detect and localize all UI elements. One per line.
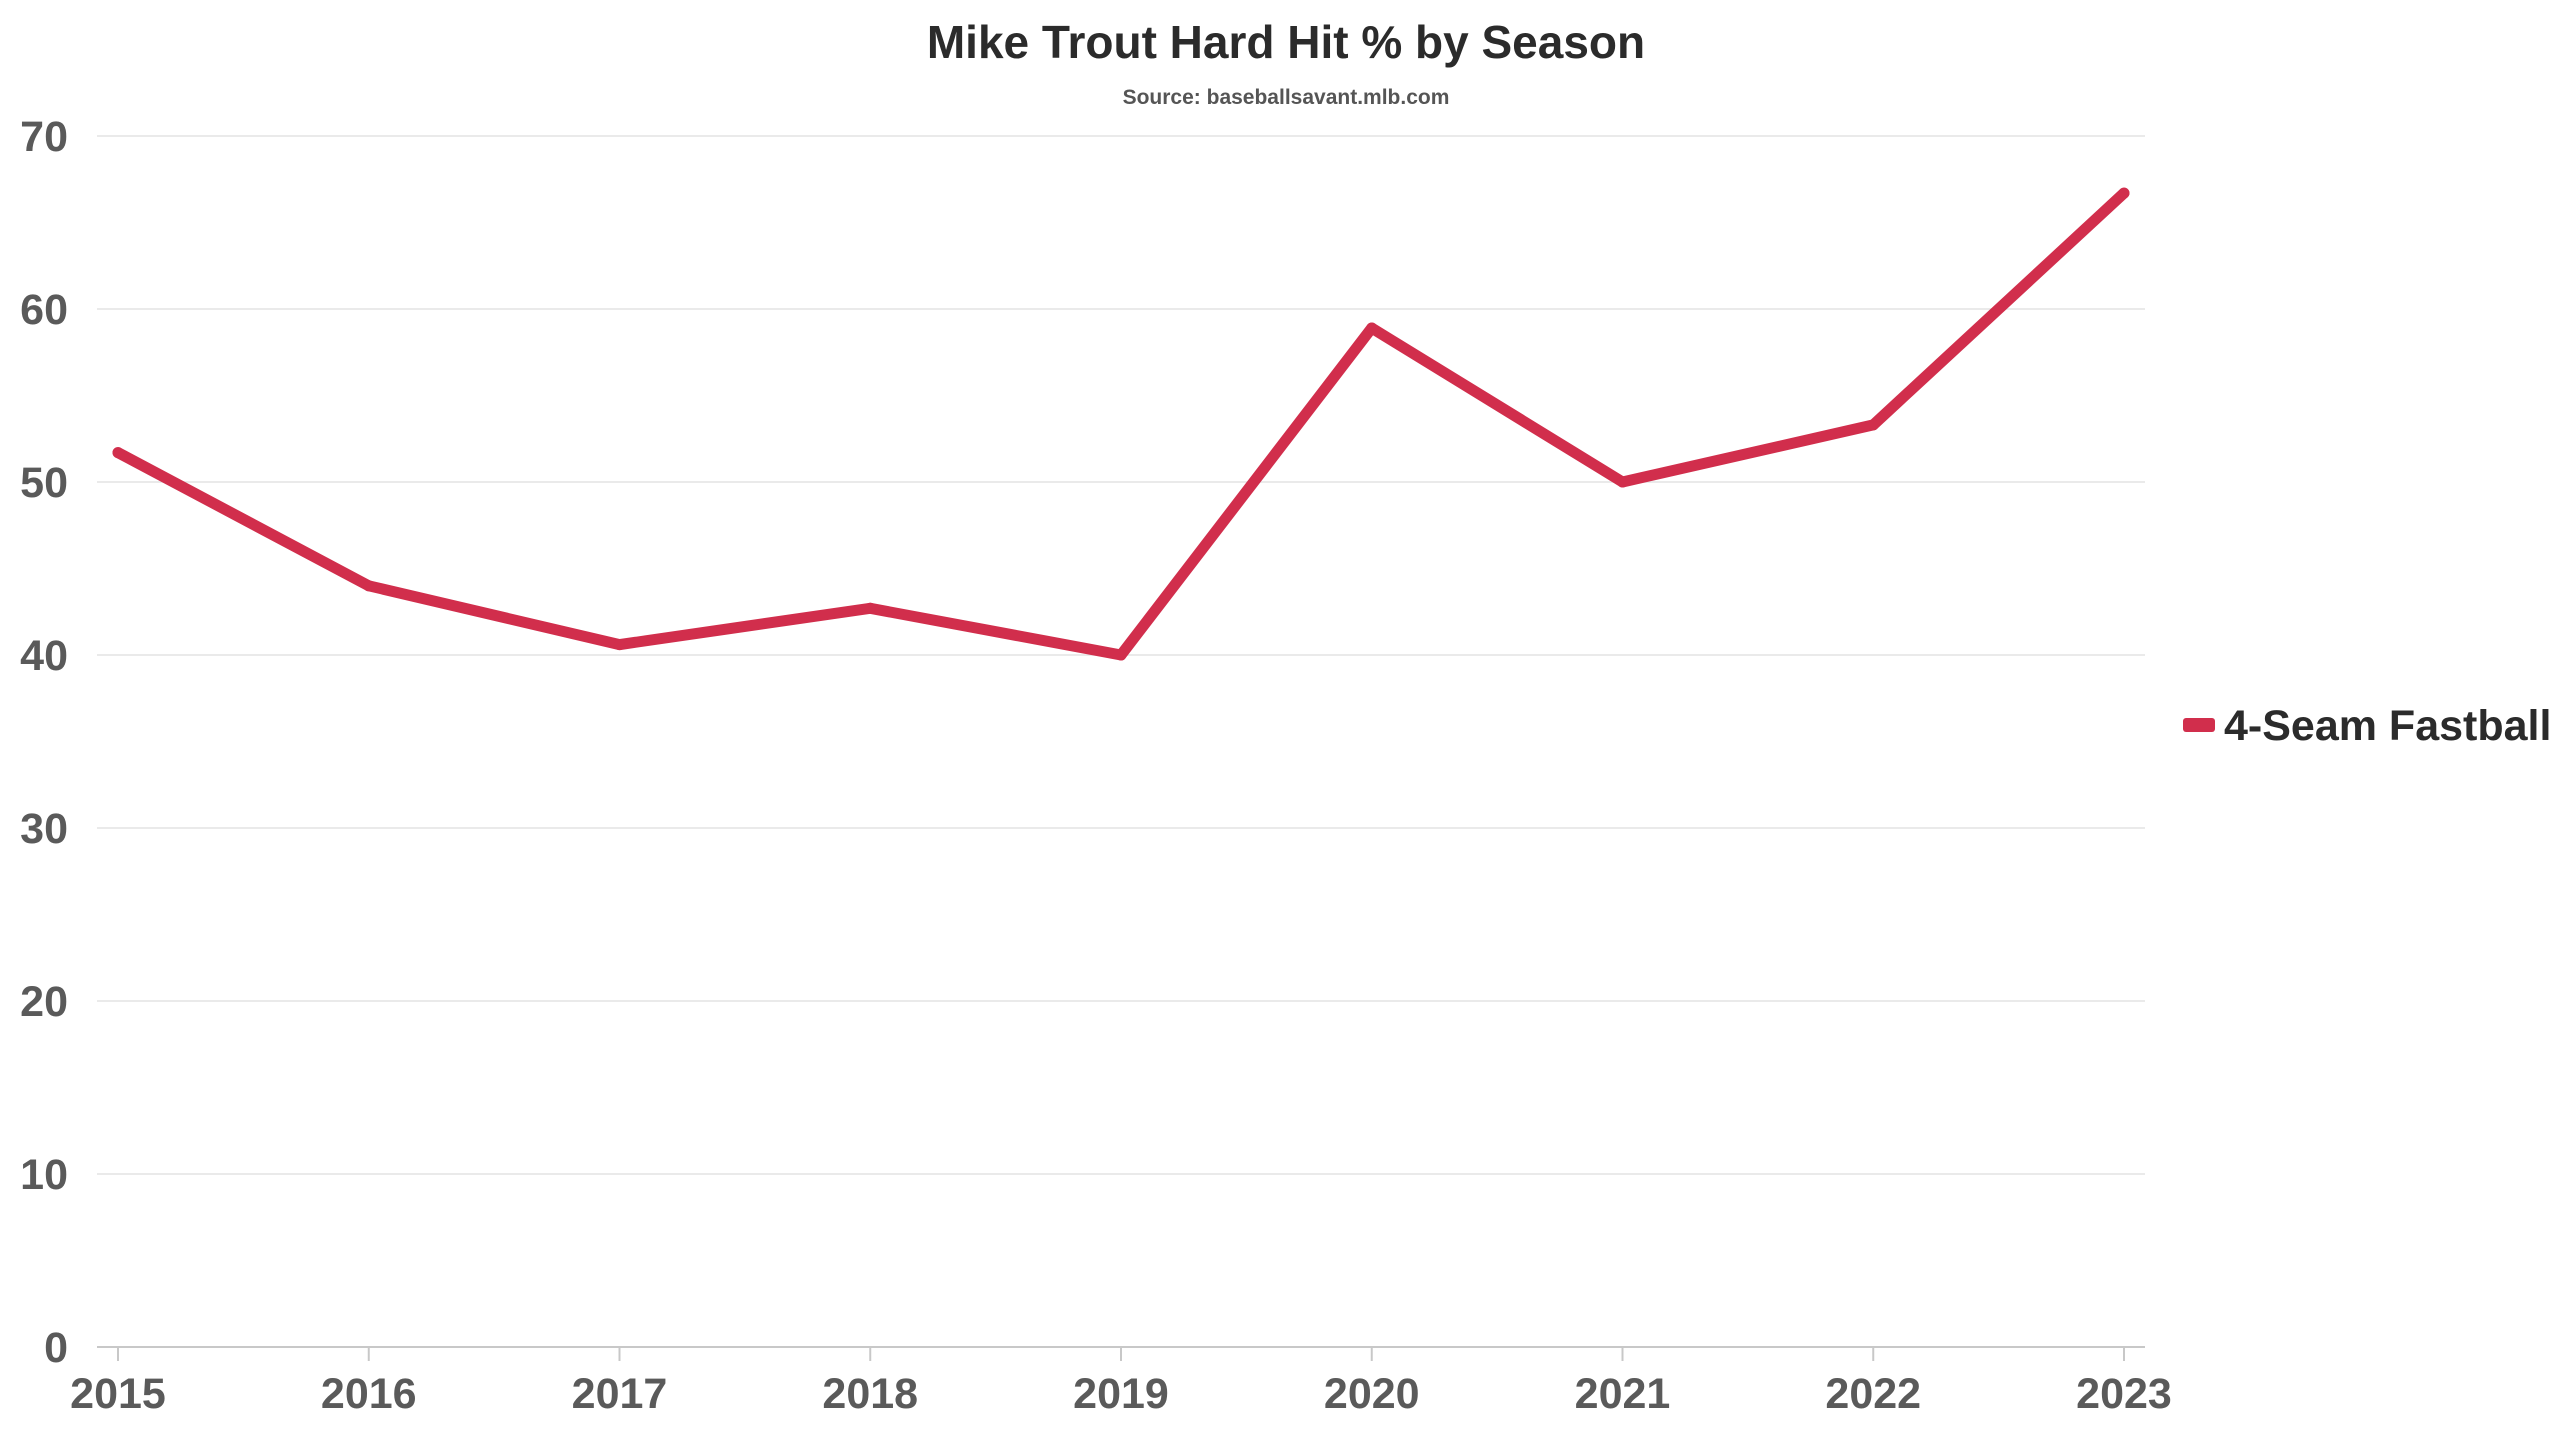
- x-tick-label: 2021: [1575, 1370, 1671, 1418]
- chart-subtitle: Source: baseballsavant.mlb.com: [1123, 86, 1450, 109]
- legend-swatch: [2183, 718, 2215, 732]
- data-point: [614, 639, 625, 651]
- x-tick-label: 2017: [572, 1370, 668, 1418]
- x-axis: [97, 1346, 2145, 1361]
- y-tick-label: 30: [20, 805, 68, 853]
- series-line: [112, 187, 2130, 661]
- series-layer: [112, 187, 2130, 661]
- data-point: [1366, 322, 1378, 334]
- x-tick-label: 2020: [1324, 1370, 1420, 1418]
- data-point: [1617, 476, 1628, 488]
- gridlines: [97, 135, 2145, 1175]
- x-axis-tick-labels: 2015 2016 2017 2018 2019 2020 2021 2022 2023: [70, 1370, 2172, 1418]
- legend: 4-Seam Fastball: [2183, 702, 2551, 750]
- y-tick-label: 50: [20, 459, 68, 507]
- data-point: [363, 580, 375, 592]
- x-tick-label: 2022: [1825, 1370, 1921, 1418]
- y-tick-label: 0: [44, 1324, 68, 1372]
- data-point: [864, 602, 876, 614]
- y-tick-label: 40: [20, 632, 68, 680]
- x-tick-label: 2023: [2076, 1370, 2172, 1418]
- x-tick-label: 2018: [822, 1370, 918, 1418]
- data-point: [112, 447, 124, 459]
- y-tick-label: 60: [20, 286, 68, 334]
- legend-label: 4-Seam Fastball: [2224, 702, 2551, 750]
- x-tick-label: 2016: [321, 1370, 417, 1418]
- data-point: [2118, 187, 2130, 199]
- y-axis: 0 10 20 30 40 50 60 70: [20, 113, 68, 1372]
- chart-title: Mike Trout Hard Hit % by Season: [927, 16, 1645, 68]
- y-tick-label: 10: [20, 1151, 68, 1199]
- y-tick-label: 20: [20, 978, 68, 1026]
- x-tick-label: 2015: [70, 1370, 166, 1418]
- y-tick-label: 70: [20, 113, 68, 161]
- data-point: [1115, 649, 1127, 661]
- data-point: [1867, 419, 1879, 431]
- x-tick-label: 2019: [1073, 1370, 1169, 1418]
